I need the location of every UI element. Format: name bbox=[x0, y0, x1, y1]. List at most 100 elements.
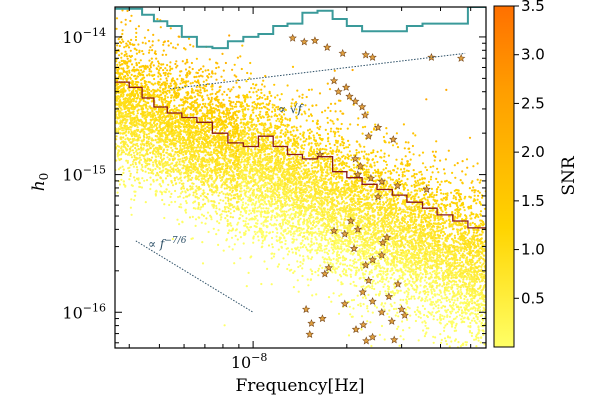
snr-dot bbox=[146, 85, 149, 88]
snr-dot bbox=[391, 178, 394, 181]
snr-dot bbox=[424, 166, 427, 169]
snr-dot bbox=[303, 235, 306, 238]
snr-dot bbox=[129, 19, 132, 23]
snr-dot bbox=[382, 159, 386, 162]
snr-dot bbox=[240, 158, 243, 161]
snr-dot bbox=[141, 41, 144, 44]
snr-dot bbox=[265, 203, 268, 206]
snr-dot bbox=[426, 250, 429, 253]
snr-dot bbox=[171, 184, 175, 187]
snr-dot bbox=[382, 201, 385, 204]
snr-dot bbox=[224, 61, 227, 65]
snr-dot bbox=[437, 304, 440, 307]
snr-dot bbox=[440, 215, 443, 218]
snr-dot bbox=[174, 168, 177, 171]
snr-dot bbox=[447, 354, 449, 356]
snr-dot bbox=[421, 321, 424, 324]
snr-dot bbox=[450, 277, 453, 280]
snr-dot bbox=[446, 322, 449, 326]
snr-dot bbox=[414, 189, 417, 192]
snr-dot bbox=[445, 283, 448, 286]
snr-dot bbox=[147, 167, 150, 170]
snr-dot bbox=[334, 212, 337, 215]
snr-dot bbox=[253, 106, 256, 109]
snr-dot bbox=[445, 196, 448, 199]
snr-dot bbox=[367, 310, 370, 313]
snr-dot bbox=[316, 248, 319, 251]
snr-dot bbox=[122, 40, 125, 43]
snr-dot bbox=[418, 187, 421, 190]
snr-dot bbox=[409, 314, 412, 317]
snr-dot bbox=[128, 89, 131, 92]
snr-dot bbox=[355, 214, 358, 217]
snr-dot bbox=[267, 173, 270, 176]
snr-dot bbox=[468, 254, 472, 257]
snr-dot bbox=[459, 232, 462, 235]
snr-dot bbox=[210, 128, 213, 131]
snr-dot bbox=[195, 75, 198, 78]
snr-dot bbox=[396, 311, 399, 314]
snr-dot bbox=[331, 234, 334, 237]
snr-dot bbox=[432, 341, 435, 344]
snr-dot bbox=[407, 192, 410, 195]
snr-dot bbox=[177, 178, 180, 181]
snr-dot bbox=[119, 91, 122, 94]
snr-dot bbox=[255, 188, 258, 191]
snr-dot bbox=[452, 276, 455, 279]
snr-dot bbox=[276, 117, 279, 120]
snr-dot bbox=[265, 141, 268, 144]
snr-dot bbox=[384, 201, 388, 204]
snr-dot bbox=[290, 197, 293, 200]
snr-dot bbox=[187, 37, 191, 40]
snr-dot bbox=[271, 243, 274, 246]
snr-dot bbox=[418, 292, 421, 295]
snr-dot bbox=[477, 190, 480, 193]
snr-dot bbox=[307, 168, 310, 171]
snr-dot bbox=[159, 78, 162, 81]
snr-dot bbox=[423, 313, 426, 317]
snr-dot bbox=[207, 151, 210, 154]
snr-dot bbox=[413, 282, 416, 285]
snr-dot bbox=[246, 126, 249, 129]
snr-dot bbox=[460, 265, 463, 268]
snr-dot bbox=[355, 151, 358, 154]
snr-dot bbox=[386, 312, 389, 315]
snr-dot bbox=[208, 154, 211, 157]
snr-dot bbox=[381, 275, 384, 278]
snr-dot bbox=[463, 297, 466, 301]
snr-dot bbox=[470, 204, 473, 208]
snr-dot bbox=[437, 310, 440, 313]
snr-dot bbox=[250, 117, 253, 120]
snr-dot bbox=[326, 261, 329, 264]
snr-dot bbox=[334, 270, 337, 273]
snr-dot bbox=[373, 164, 376, 167]
snr-dot bbox=[429, 178, 432, 181]
snr-dot bbox=[359, 304, 362, 308]
snr-dot bbox=[203, 89, 206, 92]
snr-dot bbox=[444, 256, 447, 259]
snr-dot bbox=[322, 230, 325, 234]
snr-dot bbox=[294, 210, 297, 214]
snr-dot bbox=[308, 128, 312, 131]
snr-dot bbox=[347, 334, 351, 337]
snr-dot bbox=[196, 71, 199, 75]
snr-dot bbox=[248, 209, 251, 212]
snr-dot bbox=[431, 205, 434, 208]
snr-dot bbox=[135, 104, 138, 107]
snr-dot bbox=[339, 221, 342, 224]
snr-dot bbox=[273, 142, 276, 145]
snr-scatter-dots bbox=[115, 7, 486, 356]
snr-dot bbox=[344, 243, 347, 246]
snr-dot bbox=[172, 96, 175, 99]
snr-dot bbox=[388, 207, 391, 210]
snr-dot bbox=[472, 231, 475, 234]
snr-dot bbox=[328, 88, 332, 91]
snr-dot bbox=[373, 247, 376, 250]
snr-dot bbox=[398, 221, 402, 224]
snr-dot bbox=[337, 220, 340, 223]
snr-dot bbox=[245, 80, 248, 83]
snr-dot bbox=[168, 203, 171, 207]
snr-dot bbox=[241, 110, 244, 113]
snr-dot bbox=[317, 230, 321, 233]
snr-dot bbox=[240, 67, 243, 71]
